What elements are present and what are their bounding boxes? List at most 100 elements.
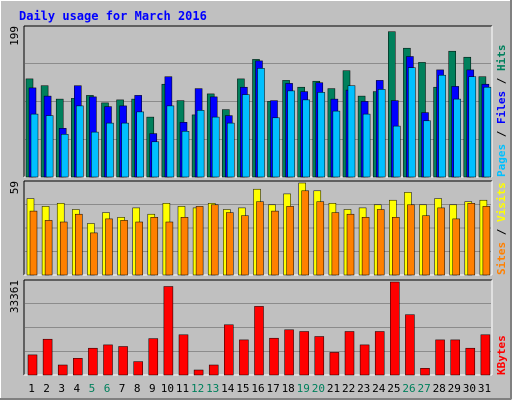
y-max-label: 199 xyxy=(8,26,21,46)
bar-kbytes-day-5 xyxy=(88,347,98,376)
bar-pages-day-18 xyxy=(287,90,295,178)
bar-sites-day-1 xyxy=(29,210,38,276)
bar-pages-day-7 xyxy=(121,122,129,178)
bar-sites-day-23 xyxy=(361,217,370,276)
legend-separator: / xyxy=(495,71,508,91)
bar-pages-day-25 xyxy=(393,125,401,178)
bar-sites-day-29 xyxy=(452,218,460,276)
bar-kbytes-day-23 xyxy=(359,344,370,376)
bar-kbytes-day-6 xyxy=(103,344,113,376)
x-tick-label-9: 9 xyxy=(149,382,156,395)
bar-pages-day-21 xyxy=(332,110,341,178)
bar-pages-day-28 xyxy=(438,74,446,178)
x-tick-label-11: 11 xyxy=(176,382,189,395)
x-tick-label-27: 27 xyxy=(417,382,430,395)
bar-kbytes-day-10 xyxy=(163,286,174,376)
bar-kbytes-day-29 xyxy=(450,339,460,376)
bar-kbytes-day-21 xyxy=(329,352,340,376)
x-axis-labels: 1 2 3 4 5 6 7 8 9 10 11 12 13 14 15 16 17 18 19 20 21 22 23 24 2… xyxy=(28,382,491,395)
x-tick-label-6: 6 xyxy=(104,382,111,395)
bar-pages-day-9 xyxy=(151,141,160,178)
bar-kbytes-day-1 xyxy=(27,354,38,376)
bar-sites-day-11 xyxy=(180,217,189,276)
bar-sites-day-6 xyxy=(105,218,113,276)
bar-pages-day-31 xyxy=(483,86,492,178)
bar-pages-day-19 xyxy=(302,99,310,178)
bar-kbytes-day-9 xyxy=(148,338,159,376)
x-tick-label-30: 30 xyxy=(463,382,476,395)
x-tick-label-12: 12 xyxy=(191,382,204,395)
x-tick-label-25: 25 xyxy=(387,382,400,395)
bar-sites-day-12 xyxy=(195,206,204,276)
bar-pages-day-12 xyxy=(196,110,205,178)
panel-hits-files-pages: 199 Pages / Files / Hits xyxy=(8,25,508,178)
legend-separator: / xyxy=(495,222,508,242)
bar-kbytes-day-24 xyxy=(374,331,385,376)
bar-pages-day-5 xyxy=(91,131,99,178)
bar-sites-day-21 xyxy=(331,212,340,276)
bar-sites-day-27 xyxy=(422,215,430,276)
legend-hits: Hits xyxy=(495,45,508,72)
bar-sites-day-13 xyxy=(210,204,219,276)
bar-kbytes-day-11 xyxy=(178,334,189,376)
chart-title: Daily usage for March 2016 xyxy=(19,9,207,23)
legend-visits: Visits xyxy=(495,182,508,222)
bar-kbytes-day-31 xyxy=(480,334,491,376)
bar-kbytes-day-8 xyxy=(133,361,143,376)
bar-sites-day-7 xyxy=(120,220,128,276)
x-tick-label-22: 22 xyxy=(342,382,355,395)
y-max-label: 33361 xyxy=(8,280,21,313)
bar-kbytes-day-22 xyxy=(344,331,355,376)
legend-separator: / xyxy=(495,124,508,144)
bar-pages-day-30 xyxy=(468,76,477,178)
bar-pages-day-1 xyxy=(30,113,39,178)
legend-text: Pages / Files / Hits xyxy=(495,45,508,178)
bar-sites-day-4 xyxy=(75,213,83,276)
bar-pages-day-8 xyxy=(136,111,144,178)
bar-sites-day-3 xyxy=(59,221,68,276)
x-tick-label-10: 10 xyxy=(161,382,174,395)
bar-kbytes-day-15 xyxy=(239,339,249,376)
x-tick-label-2: 2 xyxy=(43,382,50,395)
x-tick-label-29: 29 xyxy=(448,382,461,395)
bar-sites-day-2 xyxy=(44,220,53,276)
bar-kbytes-day-28 xyxy=(435,339,445,376)
x-tick-label-31: 31 xyxy=(478,382,491,395)
bar-kbytes-day-13 xyxy=(208,364,219,376)
bar-pages-day-6 xyxy=(106,122,114,178)
bar-kbytes-day-27 xyxy=(420,368,430,376)
bar-pages-day-16 xyxy=(257,68,265,178)
bar-sites-day-9 xyxy=(150,217,159,276)
bar-kbytes-day-14 xyxy=(224,324,234,376)
bar-sites-day-14 xyxy=(226,212,234,276)
bar-sites-day-20 xyxy=(316,201,325,276)
legend-sites: Sites xyxy=(495,242,508,275)
bar-sites-day-19 xyxy=(301,190,309,276)
x-tick-label-4: 4 xyxy=(73,382,80,395)
bar-pages-day-10 xyxy=(166,105,175,178)
bar-kbytes-day-20 xyxy=(314,336,325,376)
bar-kbytes-day-7 xyxy=(118,346,128,376)
x-tick-label-18: 18 xyxy=(282,382,295,395)
legend-kbytes: KBytes xyxy=(495,335,508,375)
x-tick-label-19: 19 xyxy=(297,382,310,395)
bar-kbytes-day-12 xyxy=(193,369,204,376)
bar-kbytes-day-16 xyxy=(254,306,264,376)
bar-pages-day-13 xyxy=(211,116,220,178)
x-tick-label-21: 21 xyxy=(327,382,340,395)
bar-kbytes-day-17 xyxy=(269,337,279,376)
bar-kbytes-day-3 xyxy=(57,364,68,376)
x-tick-label-13: 13 xyxy=(206,382,219,395)
bar-pages-day-22 xyxy=(347,85,356,178)
x-tick-label-15: 15 xyxy=(236,382,249,395)
legend-text: KBytes xyxy=(495,335,508,375)
x-tick-label-23: 23 xyxy=(357,382,370,395)
bar-kbytes-day-26 xyxy=(405,314,415,376)
bar-pages-day-20 xyxy=(317,92,326,178)
bar-sites-day-25 xyxy=(392,217,400,276)
x-tick-label-26: 26 xyxy=(402,382,415,395)
panel-kbytes: 33361 KBytes xyxy=(8,279,508,376)
bar-kbytes-day-2 xyxy=(42,338,53,376)
x-tick-label-3: 3 xyxy=(58,382,65,395)
